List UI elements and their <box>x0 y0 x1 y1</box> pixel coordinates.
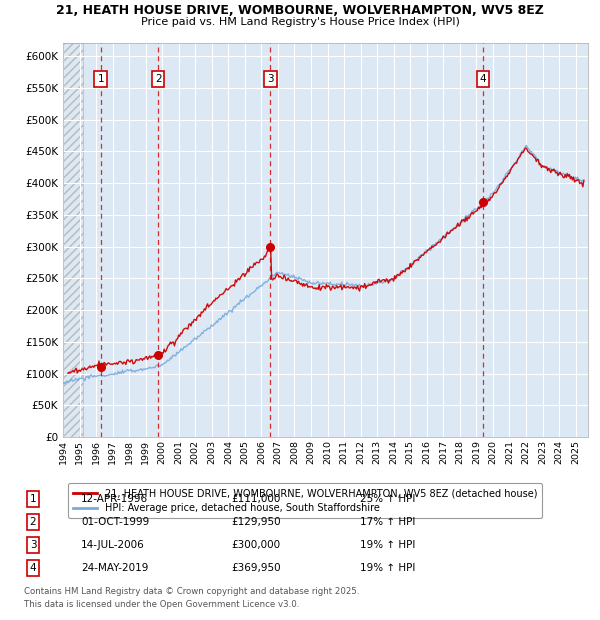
Text: 1: 1 <box>97 74 104 84</box>
Text: 4: 4 <box>29 563 37 573</box>
Text: 14-JUL-2006: 14-JUL-2006 <box>81 540 145 550</box>
Text: 2: 2 <box>29 517 37 527</box>
Text: 21, HEATH HOUSE DRIVE, WOMBOURNE, WOLVERHAMPTON, WV5 8EZ: 21, HEATH HOUSE DRIVE, WOMBOURNE, WOLVER… <box>56 4 544 17</box>
Text: 1: 1 <box>29 494 37 504</box>
Text: 3: 3 <box>267 74 274 84</box>
Bar <box>63 43 83 437</box>
Legend: 21, HEATH HOUSE DRIVE, WOMBOURNE, WOLVERHAMPTON, WV5 8EZ (detached house), HPI: : 21, HEATH HOUSE DRIVE, WOMBOURNE, WOLVER… <box>68 484 542 518</box>
Text: £369,950: £369,950 <box>231 563 281 573</box>
Text: 25% ↑ HPI: 25% ↑ HPI <box>360 494 415 504</box>
Text: This data is licensed under the Open Government Licence v3.0.: This data is licensed under the Open Gov… <box>24 600 299 609</box>
Text: 19% ↑ HPI: 19% ↑ HPI <box>360 540 415 550</box>
Text: 01-OCT-1999: 01-OCT-1999 <box>81 517 149 527</box>
Text: Price paid vs. HM Land Registry's House Price Index (HPI): Price paid vs. HM Land Registry's House … <box>140 17 460 27</box>
Text: 19% ↑ HPI: 19% ↑ HPI <box>360 563 415 573</box>
Text: Contains HM Land Registry data © Crown copyright and database right 2025.: Contains HM Land Registry data © Crown c… <box>24 587 359 596</box>
Text: 17% ↑ HPI: 17% ↑ HPI <box>360 517 415 527</box>
Text: £111,000: £111,000 <box>231 494 280 504</box>
Text: 2: 2 <box>155 74 161 84</box>
Text: 24-MAY-2019: 24-MAY-2019 <box>81 563 148 573</box>
Text: 4: 4 <box>479 74 486 84</box>
Text: 12-APR-1996: 12-APR-1996 <box>81 494 148 504</box>
Text: 3: 3 <box>29 540 37 550</box>
Text: £300,000: £300,000 <box>231 540 280 550</box>
Text: £129,950: £129,950 <box>231 517 281 527</box>
